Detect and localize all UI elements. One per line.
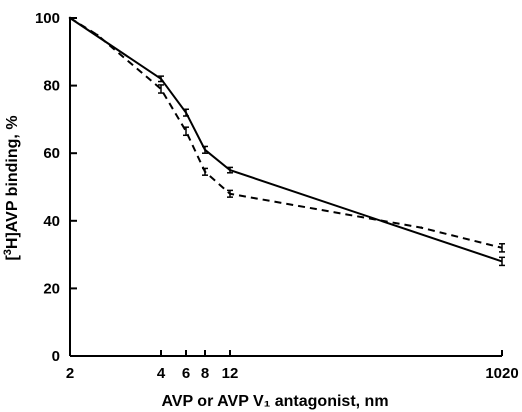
x-tick-label: 4: [157, 365, 166, 382]
x-tick-label: 2: [66, 365, 74, 382]
y-tick-label: 100: [35, 10, 60, 27]
y-tick-label: 60: [43, 145, 60, 162]
y-tick-label: 80: [43, 78, 60, 95]
y-tick-label: 40: [43, 213, 60, 230]
x-tick-label: 6: [182, 365, 190, 382]
x-tick-label: 1020: [485, 365, 518, 382]
axes: 0 20 40 60 80 100 2 4 6 8 12 1020: [35, 10, 519, 382]
data-point: [419, 226, 423, 229]
x-axis-label: AVP or AVP V₁ antagonist, nm: [161, 393, 388, 410]
data-point: [68, 16, 72, 20]
x-tick-label: 12: [222, 365, 239, 382]
series-line-dashed: [69, 17, 503, 249]
y-tick-label: 20: [43, 280, 60, 297]
y-axis-label: [3H]AVP binding, %: [2, 115, 21, 260]
series-line-solid: [69, 17, 503, 263]
data-point: [96, 33, 99, 37]
x-tick-label: 8: [201, 365, 209, 382]
y-tick-label: 0: [52, 348, 60, 365]
chart-marks: [68, 16, 505, 267]
